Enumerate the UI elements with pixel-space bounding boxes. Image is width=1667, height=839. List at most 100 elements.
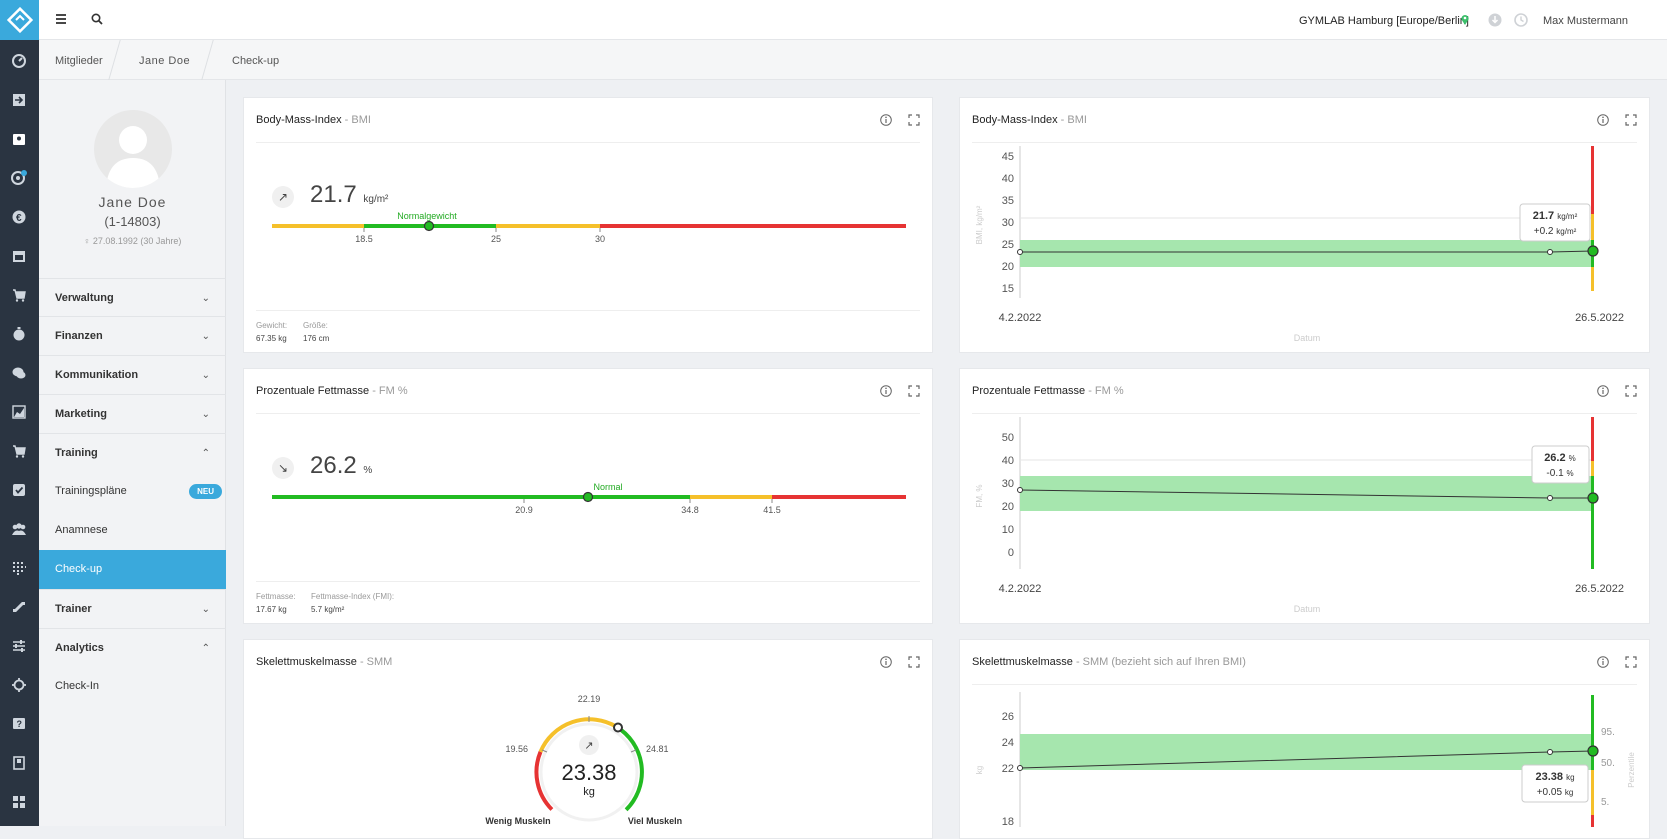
y-tick-label: 35: [1002, 195, 1014, 207]
apps-icon[interactable]: [11, 794, 27, 810]
timer-icon[interactable]: [11, 326, 27, 342]
data-point: [1017, 765, 1023, 771]
breadcrumb: Mitglieder Jane Doe Check-up: [39, 40, 1667, 80]
search-icon[interactable]: [91, 12, 103, 30]
y-tick-label: 10: [1002, 524, 1014, 536]
data-point: [1547, 749, 1553, 755]
login-icon[interactable]: [11, 92, 27, 108]
smm-gauge-card: Skelettmuskelmasse - SMM 22.19 19.56 24.…: [243, 639, 933, 839]
gauge-label-low: 19.56: [505, 744, 528, 754]
nav-item-checkup[interactable]: Check-up: [39, 550, 226, 589]
high-muscle-label: Viel Muskeln: [628, 816, 682, 826]
device-icon[interactable]: [11, 755, 27, 771]
target-icon[interactable]: [11, 170, 27, 186]
clock-icon[interactable]: [1514, 13, 1528, 32]
gauge-label-mid: 22.19: [578, 694, 601, 704]
info-icon[interactable]: [879, 113, 892, 131]
nav-section-trainer[interactable]: Trainer ⌄: [39, 589, 226, 628]
y-tick-label: 40: [1002, 455, 1014, 467]
info-icon[interactable]: [1596, 113, 1609, 131]
card-divider: [256, 413, 920, 414]
nav-section-verwaltung[interactable]: Verwaltung ⌄: [39, 278, 226, 317]
user-name[interactable]: Max Mustermann: [1543, 15, 1628, 27]
data-point-latest: [1587, 745, 1599, 757]
chevron-down-icon: ⌄: [201, 370, 210, 381]
info-icon[interactable]: [879, 384, 892, 402]
percentile-label: 5.: [1601, 797, 1609, 808]
chat-icon[interactable]: [11, 365, 27, 381]
crosshair-icon[interactable]: [11, 677, 27, 693]
app-logo[interactable]: [0, 0, 39, 40]
breadcrumb-members[interactable]: Mitglieder: [55, 55, 103, 67]
bmi-category: Normalgewicht: [397, 211, 457, 221]
y-tick-label: 40: [1002, 173, 1014, 185]
smm-tooltip: 23.38 kg +0.05 kg: [1521, 764, 1589, 803]
fullscreen-icon[interactable]: [1625, 113, 1637, 131]
calendar-icon[interactable]: [11, 248, 27, 264]
range-bar-yellow: [1591, 461, 1594, 476]
checkbox-icon[interactable]: [11, 482, 27, 498]
nav-section-training[interactable]: Training ⌃: [39, 433, 226, 472]
icon-rail: € ?: [0, 0, 39, 826]
chevron-down-icon: ⌄: [201, 409, 210, 420]
chevron-down-icon: ⌄: [201, 331, 210, 342]
member-avatar: [94, 110, 172, 188]
range-bar-yellow: [1591, 770, 1594, 815]
hamburger-menu-icon[interactable]: [55, 12, 67, 30]
fat-mass-chart-card: Prozentuale Fettmasse - FM % 50 40 30 20…: [959, 368, 1650, 624]
gauge-segment-low: [534, 751, 554, 811]
members-icon[interactable]: [11, 131, 27, 147]
info-icon[interactable]: [879, 655, 892, 673]
nav-item-checkin[interactable]: Check-In: [55, 680, 100, 692]
fullscreen-icon[interactable]: [1625, 384, 1637, 402]
fullscreen-icon[interactable]: [908, 113, 920, 131]
gauge-segment-high: [615, 724, 644, 812]
nav-section-analytics[interactable]: Analytics ⌃: [39, 628, 226, 667]
tick: [630, 749, 637, 753]
card-divider: [256, 581, 920, 582]
nav-section-marketing[interactable]: Marketing ⌄: [39, 394, 226, 433]
statistics-icon[interactable]: [11, 404, 27, 420]
nav-item-anamnese[interactable]: Anamnese: [55, 524, 108, 536]
nav-section-kommunikation[interactable]: Kommunikation ⌄: [39, 355, 226, 394]
fullscreen-icon[interactable]: [908, 384, 920, 402]
threshold-label: 41.5: [763, 505, 781, 515]
grid-icon[interactable]: [11, 560, 27, 576]
y-tick-label: 15: [1002, 283, 1014, 295]
scale-segment-underweight: [272, 224, 364, 228]
scale-segment-obese: [600, 224, 906, 228]
fullscreen-icon[interactable]: [908, 655, 920, 673]
normal-range-band: [1020, 476, 1593, 511]
fm-category: Normal: [593, 482, 622, 492]
card-title: Body-Mass-Index - BMI: [256, 114, 371, 126]
card-divider: [972, 413, 1637, 414]
cart-icon[interactable]: [11, 287, 27, 303]
help-icon[interactable]: ?: [11, 716, 27, 732]
gauge-segment-medium: [538, 717, 618, 753]
y-tick-label: 50: [1002, 432, 1014, 444]
threshold-label: 30: [595, 234, 605, 244]
info-icon[interactable]: [1596, 655, 1609, 673]
normal-range-band: [1020, 240, 1593, 267]
fm-line-chart: 50 40 30 20 10 0 FM, % 26.2 % -0.1 % 4.2…: [975, 417, 1624, 614]
dashboard-icon[interactable]: [11, 53, 27, 69]
svg-text:+0.05 kg: +0.05 kg: [1537, 787, 1574, 798]
smm-unit: kg: [583, 786, 595, 798]
info-icon[interactable]: [1596, 384, 1609, 402]
height-label: Größe:: [303, 321, 328, 330]
fullscreen-icon[interactable]: [1625, 655, 1637, 673]
group-icon[interactable]: [11, 521, 27, 537]
sliders-icon[interactable]: [11, 638, 27, 654]
fm-tooltip: 26.2 % -0.1 %: [1531, 445, 1590, 484]
download-icon[interactable]: [1488, 13, 1502, 32]
euro-icon[interactable]: €: [11, 209, 27, 225]
nav-section-finanzen[interactable]: Finanzen ⌄: [39, 316, 226, 355]
y2-axis-label: Perzentile: [1627, 752, 1636, 788]
nav-item-trainingsplaene[interactable]: Trainingspläne NEU: [39, 472, 226, 511]
gym-location[interactable]: GYMLAB Hamburg [Europe/Berlin]: [1299, 15, 1469, 27]
dumbbell-icon[interactable]: [11, 599, 27, 615]
shop-icon[interactable]: [11, 443, 27, 459]
breadcrumb-member-name[interactable]: Jane Doe: [139, 55, 191, 67]
y-tick-label: 22: [1002, 763, 1014, 775]
bmi-tooltip: 21.7 kg/m² +0.2 kg/m²: [1519, 203, 1591, 242]
